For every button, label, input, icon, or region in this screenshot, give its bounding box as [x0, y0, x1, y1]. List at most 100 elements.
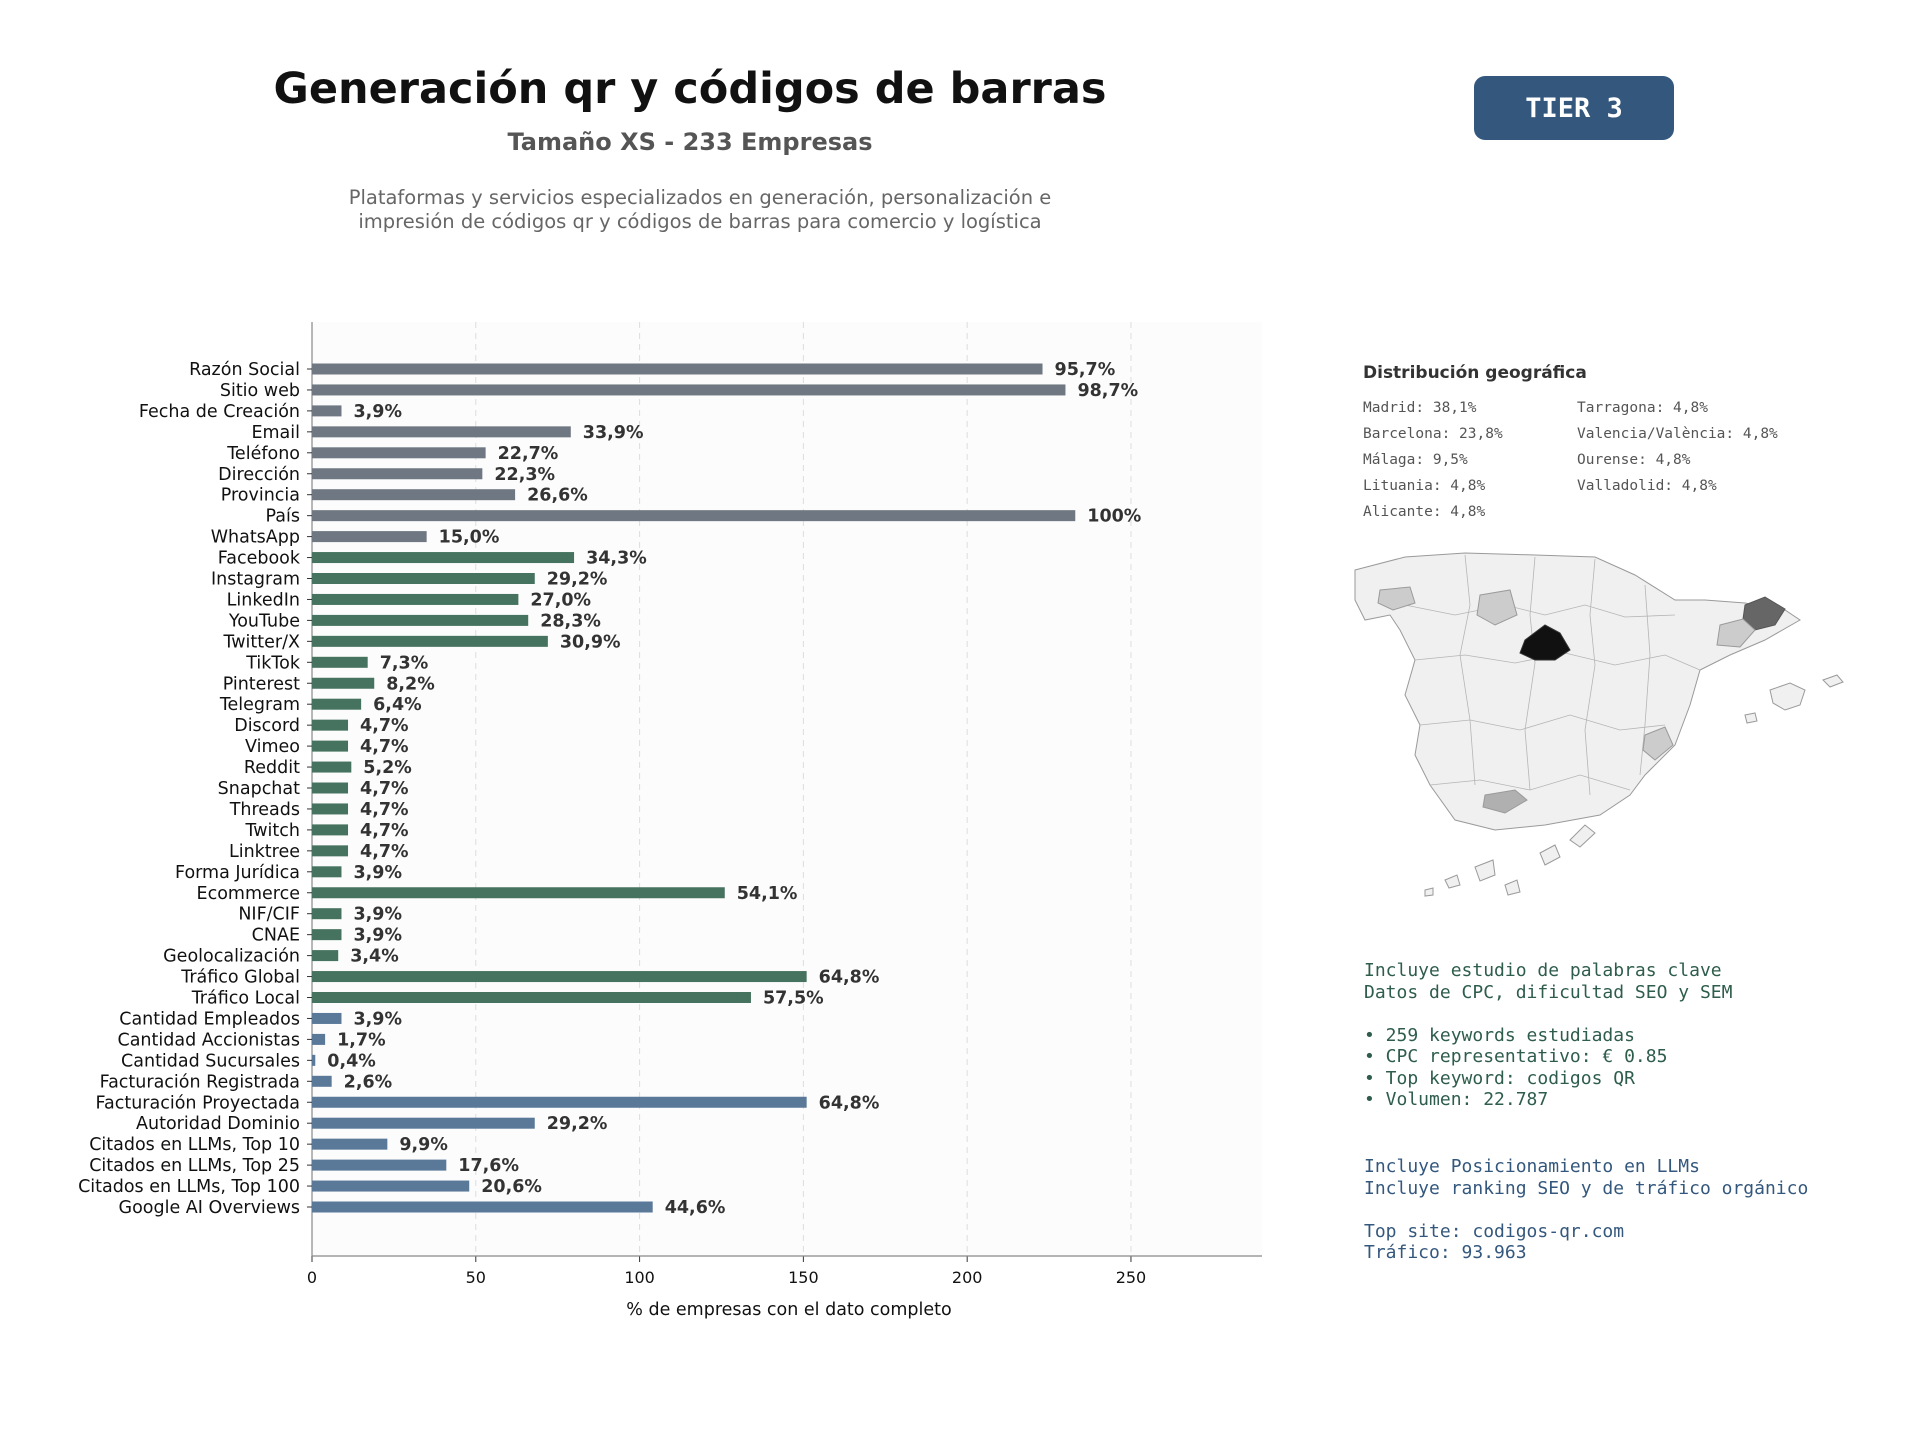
category-label: Provincia	[221, 486, 300, 506]
value-label: 4,7%	[360, 842, 409, 862]
bar	[312, 971, 807, 983]
bar	[312, 1054, 316, 1066]
bar	[312, 803, 349, 815]
x-tick-label: 100	[624, 1268, 655, 1287]
value-label: 20,6%	[481, 1177, 542, 1197]
geo-item: Valencia/València: 4,8%	[1577, 426, 1778, 442]
category-label: Pinterest	[223, 674, 300, 694]
map-canary-3	[1504, 879, 1521, 896]
category-label: Fecha de Creación	[139, 402, 300, 422]
value-label: 54,1%	[737, 884, 798, 904]
bar	[312, 1117, 535, 1129]
value-label: 15,0%	[439, 528, 500, 548]
bar	[312, 677, 375, 689]
bar	[312, 761, 352, 773]
value-label: 57,5%	[763, 989, 824, 1009]
bar	[312, 740, 349, 752]
category-label: Email	[251, 423, 300, 443]
category-label: Tráfico Global	[180, 968, 300, 988]
category-label: Citados en LLMs, Top 100	[78, 1177, 300, 1197]
value-label: 6,4%	[373, 695, 422, 715]
bar	[312, 426, 571, 438]
value-label: 34,3%	[586, 549, 647, 569]
seo-info: Incluye estudio de palabras clave Datos …	[1364, 960, 1732, 1111]
map-canary-5	[1569, 824, 1596, 848]
bar	[312, 1075, 332, 1087]
bar	[312, 845, 349, 857]
category-label: Discord	[234, 716, 300, 736]
category-label: Sitio web	[220, 381, 300, 401]
category-label: Twitch	[244, 821, 300, 841]
seo-line: • 259 keywords estudiadas	[1364, 1024, 1635, 1046]
map-canary-4	[1539, 844, 1561, 866]
bar	[312, 635, 548, 647]
bar	[312, 1096, 807, 1108]
value-label: 1,7%	[337, 1030, 386, 1050]
bar	[312, 468, 483, 480]
value-label: 22,3%	[494, 465, 555, 485]
category-label: Vimeo	[245, 737, 300, 757]
spain-map	[1354, 552, 1844, 897]
category-label: Citados en LLMs, Top 25	[89, 1156, 300, 1176]
llm-info: Incluye Posicionamiento en LLMs Incluye …	[1364, 1156, 1808, 1264]
category-label: LinkedIn	[227, 590, 300, 610]
category-label: Telegram	[219, 695, 300, 715]
value-label: 4,7%	[360, 779, 409, 799]
category-label: Tráfico Local	[191, 989, 300, 1009]
value-label: 3,9%	[353, 1009, 402, 1029]
value-label: 3,9%	[353, 905, 402, 925]
map-tarragona	[1716, 618, 1756, 648]
seo-line: Datos de CPC, dificultad SEO y SEM	[1364, 981, 1733, 1003]
value-label: 9,9%	[399, 1135, 448, 1155]
map-valladolid	[1476, 589, 1518, 626]
category-label: Ecommerce	[197, 884, 300, 904]
category-label: CNAE	[252, 926, 300, 946]
seo-line	[1364, 1003, 1732, 1025]
category-label: Razón Social	[189, 360, 300, 380]
value-label: 33,9%	[583, 423, 644, 443]
value-label: 100%	[1087, 507, 1141, 527]
value-label: 8,2%	[386, 674, 435, 694]
bar	[312, 782, 349, 794]
category-label: Geolocalización	[163, 947, 300, 967]
value-label: 22,7%	[498, 444, 559, 464]
bar	[312, 656, 368, 668]
bar	[312, 447, 486, 459]
x-tick-label: 0	[307, 1268, 317, 1287]
bar	[312, 1159, 447, 1171]
value-label: 3,9%	[353, 926, 402, 946]
map-alicante	[1642, 726, 1674, 761]
bar	[312, 866, 342, 878]
plot-background	[312, 322, 1262, 1256]
map-madrid	[1519, 624, 1571, 661]
bar	[312, 950, 339, 962]
geo-item: Madrid: 38,1%	[1363, 400, 1477, 416]
category-label: NIF/CIF	[238, 905, 300, 925]
category-label: Citados en LLMs, Top 10	[89, 1135, 300, 1155]
category-label: Autoridad Dominio	[136, 1114, 300, 1134]
value-label: 4,7%	[360, 737, 409, 757]
bar	[312, 614, 529, 626]
category-label: Dirección	[218, 465, 300, 485]
bar	[312, 405, 342, 417]
category-label: Instagram	[211, 570, 300, 590]
bar	[312, 1138, 388, 1150]
category-label: YouTube	[228, 611, 300, 631]
map-canary-6	[1424, 887, 1434, 897]
category-label: Cantidad Accionistas	[117, 1030, 300, 1050]
value-label: 0,4%	[327, 1051, 376, 1071]
seo-line: • Top keyword: codigos QR	[1364, 1067, 1635, 1089]
bar	[312, 887, 725, 899]
seo-line: • CPC representativo: € 0.85	[1364, 1046, 1668, 1067]
category-label: TikTok	[245, 653, 301, 673]
category-label: Cantidad Sucursales	[121, 1051, 300, 1071]
geo-item: Málaga: 9,5%	[1363, 452, 1468, 468]
bar	[312, 908, 342, 920]
value-label: 17,6%	[458, 1156, 519, 1176]
value-label: 30,9%	[560, 632, 621, 652]
x-tick-label: 200	[952, 1268, 983, 1287]
geo-item: Tarragona: 4,8%	[1577, 400, 1708, 416]
llm-line: Tráfico: 93.963	[1364, 1242, 1527, 1263]
category-label: País	[266, 507, 300, 527]
map-balearic-ibiza	[1744, 712, 1758, 724]
